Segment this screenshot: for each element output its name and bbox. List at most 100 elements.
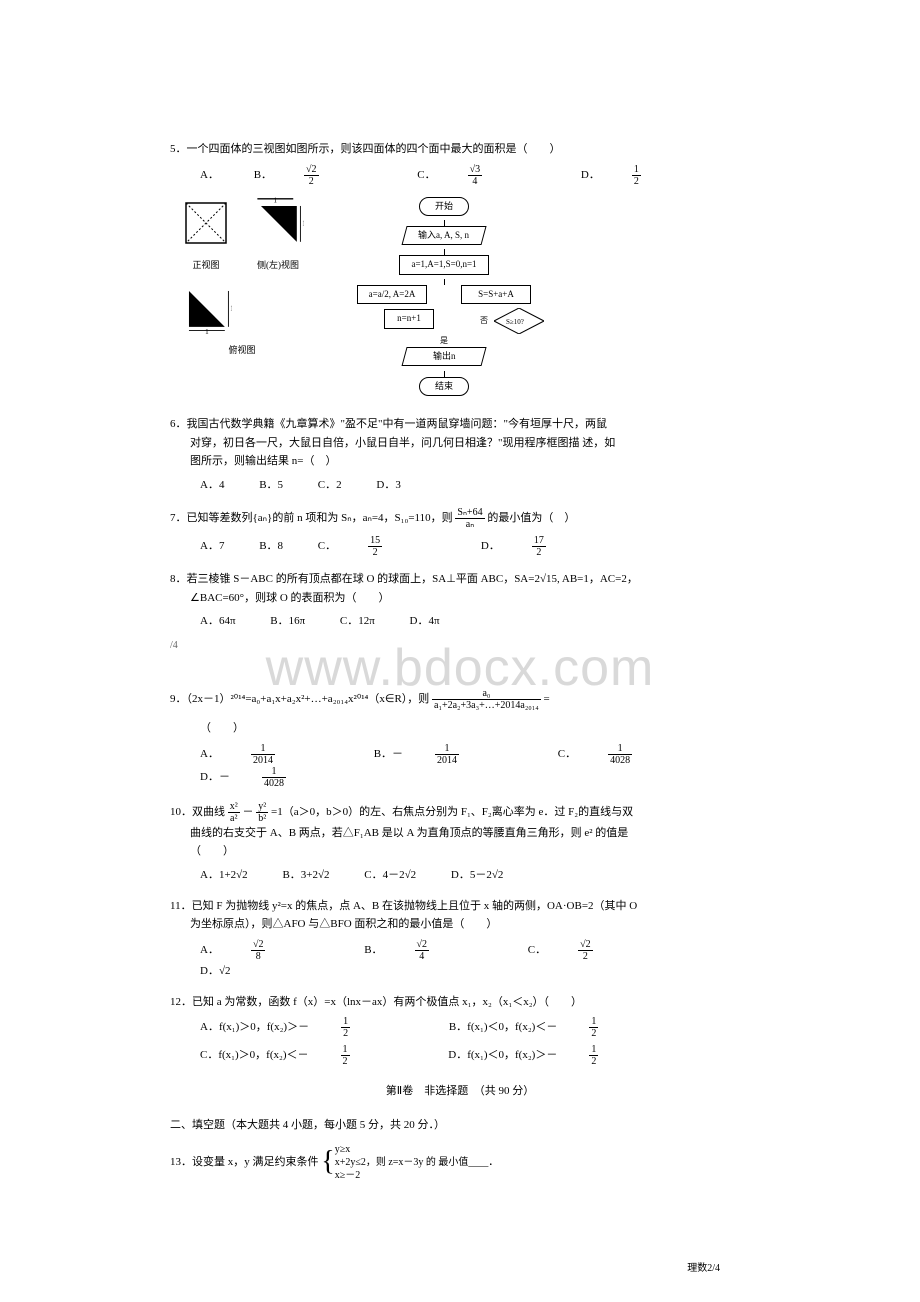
q8-optB: B．16π bbox=[270, 612, 305, 631]
side-label: 侧(左)视图 bbox=[252, 258, 304, 273]
q13-c2: x+2y≤2，则 z=x－3y 的 最小值____． bbox=[335, 1156, 499, 1169]
q5-options: A． B．√22 C．√34 D．12 bbox=[170, 164, 750, 187]
q11-line1: 11．已知 F 为抛物线 y²=x 的焦点，点 A、B 在该抛物线上且位于 x … bbox=[170, 897, 750, 916]
flow-step1a: a=a/2, A=2A bbox=[357, 285, 427, 304]
q12-optD: D．f(x₁)＜0，f(x₂)＞－12 bbox=[448, 1044, 662, 1067]
q6-line3: 图所示，则输出结果 n=（ ） bbox=[170, 452, 750, 471]
q9-optA: A．12014 bbox=[200, 743, 339, 766]
side-view: 1 1 侧(左)视图 bbox=[252, 197, 304, 274]
q11-options: A．√28 B．√24 C．√22 D．√2 bbox=[170, 939, 750, 981]
question-13: 13．设变量 x，y 满足约束条件 { y≥x x+2y≤2，则 z=x－3y … bbox=[170, 1143, 750, 1182]
q6-optA: A．4 bbox=[200, 476, 224, 495]
q10-options: A．1+2√2 B．3+2√2 C．4－2√2 D．5－2√2 bbox=[170, 866, 750, 885]
q13-text: 13．设变量 x，y 满足约束条件 bbox=[170, 1156, 319, 1168]
q7-text: 7．已知等差数列{aₙ}的前 n 项和为 Sₙ，aₙ=4，S₁₀=110，则 S… bbox=[170, 507, 750, 530]
question-9: 9．（2x－1）²⁰¹⁴=a₀+a₁x+a₂x²+…+a₂₀₁₄x²⁰¹⁴（x∈… bbox=[170, 688, 750, 789]
q12-options-row2: C．f(x₁)＞0，f(x₂)＜－12 D．f(x₁)＜0，f(x₂)＞－12 bbox=[170, 1044, 750, 1067]
q9-optB: B．－12014 bbox=[374, 743, 523, 766]
q6-line1: 6．我国古代数学典籍《九章算术》"盈不足"中有一道两鼠穿墙问题："今有垣厚十尺，… bbox=[170, 415, 750, 434]
q7-optD: D．172 bbox=[481, 535, 610, 558]
fill-heading: 二、填空题（本大题共 4 小题，每小题 5 分，共 20 分．） bbox=[170, 1116, 750, 1135]
q10-optB: B．3+2√2 bbox=[282, 866, 329, 885]
q8-optA: A．64π bbox=[200, 612, 236, 631]
front-label: 正视图 bbox=[180, 258, 232, 273]
q13-c1: y≥x bbox=[335, 1143, 499, 1156]
flow-yes: 是 bbox=[344, 334, 544, 348]
q11-optB: B．√24 bbox=[364, 939, 493, 962]
page-marker: /4 bbox=[170, 640, 178, 651]
svg-text:1: 1 bbox=[230, 304, 232, 312]
q8-options: A．64π B．16π C．12π D．4π bbox=[170, 612, 750, 631]
question-11: 11．已知 F 为抛物线 y²=x 的焦点，点 A、B 在该抛物线上且位于 x … bbox=[170, 897, 750, 981]
q9-options: A．12014 B．－12014 C．14028 D．－14028 bbox=[170, 743, 750, 789]
flow-input: 输入a, A, S, n bbox=[401, 226, 486, 245]
q11-optC: C．√22 bbox=[528, 939, 657, 962]
q5-optB: B．√22 bbox=[254, 164, 383, 187]
q10-optD: D．5－2√2 bbox=[451, 866, 503, 885]
q7-options: A．7 B．8 C．152 D．172 bbox=[170, 535, 750, 558]
q5-optA: A． bbox=[200, 166, 219, 185]
q8-line1: 8．若三棱锥 S－ABC 的所有顶点都在球 O 的球面上，SA⊥平面 ABC，S… bbox=[170, 570, 750, 589]
q8-line2: ∠BAC=60°，则球 O 的表面积为（ ） bbox=[170, 589, 750, 608]
question-8: 8．若三棱锥 S－ABC 的所有顶点都在球 O 的球面上，SA⊥平面 ABC，S… bbox=[170, 570, 750, 631]
q5-text: 5．一个四面体的三视图如图所示，则该四面体的四个面中最大的面积是（ ） bbox=[170, 140, 750, 159]
flow-init: a=1,A=1,S=0,n=1 bbox=[399, 255, 489, 274]
q5-optD: D．12 bbox=[581, 164, 705, 187]
svg-text:1: 1 bbox=[302, 219, 304, 227]
page-container: www.bdocx.com 5．一个四面体的三视图如图所示，则该四面体的四个面中… bbox=[0, 0, 920, 1302]
q7-optC: C．152 bbox=[318, 535, 446, 558]
content-area: 5．一个四面体的三视图如图所示，则该四面体的四个面中最大的面积是（ ） A． B… bbox=[170, 140, 750, 1194]
q6-optC: C．2 bbox=[318, 476, 342, 495]
q9-text: 9．（2x－1）²⁰¹⁴=a₀+a₁x+a₂x²+…+a₂₀₁₄x²⁰¹⁴（x∈… bbox=[170, 688, 750, 711]
section-2-title: 第Ⅱ卷 非选择题 （共 90 分） bbox=[170, 1082, 750, 1101]
question-5: 5．一个四面体的三视图如图所示，则该四面体的四个面中最大的面积是（ ） A． B… bbox=[170, 140, 750, 400]
q10-optC: C．4－2√2 bbox=[364, 866, 416, 885]
top-label: 俯视图 bbox=[180, 343, 304, 358]
q8-optC: C．12π bbox=[340, 612, 375, 631]
q7-optB: B．8 bbox=[259, 537, 283, 556]
front-view: 正视图 bbox=[180, 197, 232, 274]
q12-optB: B．f(x₁)＜0，f(x₂)＜－12 bbox=[449, 1016, 663, 1039]
question-7: 7．已知等差数列{aₙ}的前 n 项和为 Sₙ，aₙ=4，S₁₀=110，则 S… bbox=[170, 507, 750, 558]
q8-optD: D．4π bbox=[410, 612, 440, 631]
question-6: 6．我国古代数学典籍《九章算术》"盈不足"中有一道两鼠穿墙问题："今有垣厚十尺，… bbox=[170, 415, 750, 495]
question-10: 10．双曲线 x²a² － y²b² =1（a＞0，b＞0）的左、右焦点分别为 … bbox=[170, 801, 750, 885]
q12-optA: A．f(x₁)＞0，f(x₂)＞－12 bbox=[200, 1016, 414, 1039]
flowchart: 开始 输入a, A, S, n a=1,A=1,S=0,n=1 a=a/2, A… bbox=[344, 197, 544, 400]
question-12: 12．已知 a 为常数，函数 f（x）=x（lnx－ax）有两个极值点 x₁，x… bbox=[170, 993, 750, 1068]
three-views: 正视图 1 1 侧(左)视 bbox=[180, 197, 304, 359]
flow-step1b: S=S+a+A bbox=[461, 285, 531, 304]
q10-text: 10．双曲线 x²a² － y²b² =1（a＞0，b＞0）的左、右焦点分别为 … bbox=[170, 801, 750, 824]
q6-line2: 对穿，初日各一尺，大鼠日自倍，小鼠日自半，问几何日相逢？"现用程序框图描 述，如 bbox=[170, 434, 750, 453]
brace-icon: { bbox=[321, 1148, 334, 1176]
q12-options-row1: A．f(x₁)＞0，f(x₂)＞－12 B．f(x₁)＜0，f(x₂)＜－12 bbox=[170, 1016, 750, 1039]
q7-optA: A．7 bbox=[200, 537, 224, 556]
footer-page-num: 理数2/4 bbox=[687, 1259, 720, 1274]
q12-optC: C．f(x₁)＞0，f(x₂)＜－12 bbox=[200, 1044, 414, 1067]
q5-diagrams: 正视图 1 1 侧(左)视 bbox=[180, 197, 750, 400]
q9-optD: D．－14028 bbox=[200, 766, 350, 789]
top-view: 1 1 俯视图 bbox=[180, 282, 304, 359]
q12-line1: 12．已知 a 为常数，函数 f（x）=x（lnx－ax）有两个极值点 x₁，x… bbox=[170, 993, 750, 1012]
svg-text:S≥10?: S≥10? bbox=[506, 318, 524, 326]
flow-step2: n=n+1 bbox=[384, 309, 434, 328]
q6-options: A．4 B．5 C．2 D．3 bbox=[170, 476, 750, 495]
flow-diamond-icon: S≥10? bbox=[494, 308, 544, 334]
q11-optA: A．√28 bbox=[200, 939, 329, 962]
q13-c3: x≥－2 bbox=[335, 1169, 499, 1182]
q10-line2: 曲线的右支交于 A、B 两点，若△F₁AB 是以 A 为直角顶点的等腰直角三角形… bbox=[170, 824, 750, 843]
q5-optC: C．√34 bbox=[417, 164, 546, 187]
q10-optA: A．1+2√2 bbox=[200, 866, 248, 885]
svg-text:1: 1 bbox=[274, 197, 278, 204]
q11-optD: D．√2 bbox=[200, 962, 230, 981]
q6-optB: B．5 bbox=[259, 476, 283, 495]
svg-text:1: 1 bbox=[205, 328, 209, 334]
q9-blank: （ ） bbox=[170, 719, 750, 738]
q10-blank: （ ） bbox=[170, 842, 750, 861]
q6-optD: D．3 bbox=[376, 476, 400, 495]
flow-start: 开始 bbox=[419, 197, 469, 216]
flow-end: 结束 bbox=[419, 377, 469, 396]
q9-optC: C．14028 bbox=[558, 743, 696, 766]
flow-output: 输出n bbox=[401, 347, 486, 366]
q11-line2: 为坐标原点），则△AFO 与△BFO 面积之和的最小值是（ ） bbox=[170, 915, 750, 934]
